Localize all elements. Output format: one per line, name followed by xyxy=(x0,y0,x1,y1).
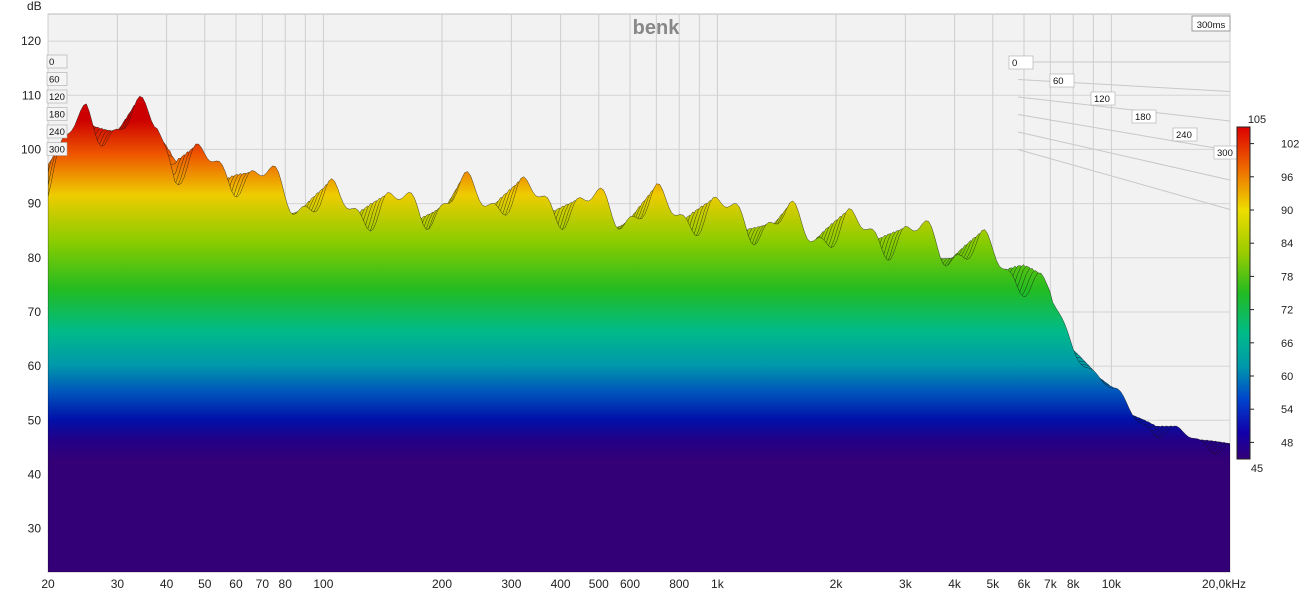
svg-text:60: 60 xyxy=(49,75,60,86)
x-tick-label: 10k xyxy=(1102,577,1122,591)
y-axis-ticks: 30 40 50 60 70 80 90 100 110 120 xyxy=(21,34,41,536)
x-tick-label: 5k xyxy=(986,577,1000,591)
colorbar-tick-label: 48 xyxy=(1281,437,1293,449)
time-label-right: 180 xyxy=(1131,109,1157,124)
time-grid-line xyxy=(1017,131,1231,181)
x-tick-label: 7k xyxy=(1044,577,1058,591)
y-tick-label: 60 xyxy=(28,359,42,373)
time-axis-labels: 0 0 60 60 120 120 180 180 240 240 300 300 xyxy=(46,54,1239,160)
svg-text:0: 0 xyxy=(49,57,54,68)
time-label-right: 0 xyxy=(1008,55,1034,70)
y-tick-label: 70 xyxy=(28,305,42,319)
x-tick-label: 3k xyxy=(899,577,913,591)
x-tick-label: 2k xyxy=(830,577,844,591)
x-tick-label: 50 xyxy=(198,577,212,591)
time-grid-line xyxy=(1017,149,1231,210)
x-tick-label: 400 xyxy=(551,577,571,591)
y-tick-label: 50 xyxy=(28,413,42,427)
x-tick-label: 70 xyxy=(256,577,270,591)
colorbar-min-label: 45 xyxy=(1251,463,1263,475)
svg-text:300: 300 xyxy=(49,145,65,156)
x-tick-label: 100 xyxy=(313,577,333,591)
time-label-left: 300 xyxy=(46,142,68,156)
svg-text:120: 120 xyxy=(1094,94,1110,105)
perspective-lines xyxy=(1017,61,1231,210)
colorbar-gradient xyxy=(1236,126,1251,460)
colorbar-tick-label: 66 xyxy=(1281,338,1293,350)
time-label-right: 120 xyxy=(1090,91,1116,106)
x-tick-label: 1k xyxy=(711,577,725,591)
svg-text:300: 300 xyxy=(1217,148,1233,159)
time-window-badge: 300ms xyxy=(1191,15,1231,32)
y-tick-label: 40 xyxy=(28,467,42,481)
chart-title: benk xyxy=(633,17,681,39)
x-tick-label: 20,0kHz xyxy=(1202,577,1246,591)
colorbar-tick-label: 84 xyxy=(1281,238,1293,250)
time-label-left: 120 xyxy=(46,89,68,104)
x-tick-label: 600 xyxy=(620,577,640,591)
x-axis-ticks: 20 30 40 50 60 70 80 100 200 300 400 500 600 800 1k 2k 3… xyxy=(41,577,1246,591)
x-tick-label: 40 xyxy=(160,577,174,591)
x-tick-label: 200 xyxy=(432,577,452,591)
colorbar-tick-label: 90 xyxy=(1281,205,1293,217)
colorbar: 105 45 102 96 90 84 78 72 66 60 54 48 xyxy=(1236,114,1299,475)
waterfall-slice xyxy=(48,96,1230,572)
colorbar-tick-label: 96 xyxy=(1281,172,1293,184)
time-grid-line xyxy=(1017,114,1231,151)
y-tick-label: 110 xyxy=(22,88,41,102)
time-label-left: 60 xyxy=(46,72,68,86)
time-window-label: 300ms xyxy=(1197,20,1226,31)
time-label-right: 60 xyxy=(1049,73,1075,88)
svg-text:120: 120 xyxy=(49,92,65,103)
x-tick-label: 60 xyxy=(229,577,243,591)
y-tick-label: 80 xyxy=(28,251,42,265)
x-tick-label: 30 xyxy=(111,577,125,591)
time-label-right: 300 xyxy=(1213,145,1239,160)
svg-text:240: 240 xyxy=(49,127,65,138)
x-tick-label: 4k xyxy=(948,577,962,591)
x-tick-label: 6k xyxy=(1018,577,1032,591)
x-tick-label: 80 xyxy=(279,577,293,591)
colorbar-max-label: 105 xyxy=(1248,114,1266,126)
time-label-right: 240 xyxy=(1172,127,1198,142)
svg-text:60: 60 xyxy=(1053,76,1064,87)
x-tick-label: 800 xyxy=(669,577,689,591)
y-axis-label: dB xyxy=(27,0,42,13)
time-label-left: 180 xyxy=(46,107,68,121)
x-tick-label: 300 xyxy=(501,577,521,591)
svg-text:0: 0 xyxy=(1012,58,1017,69)
x-tick-label: 8k xyxy=(1067,577,1081,591)
x-tick-label: 20 xyxy=(41,577,55,591)
colorbar-tick-label: 102 xyxy=(1281,139,1299,151)
time-label-left: 0 xyxy=(46,54,68,69)
y-tick-label: 100 xyxy=(21,142,41,156)
y-tick-label: 120 xyxy=(21,34,41,48)
svg-text:180: 180 xyxy=(1135,112,1151,123)
colorbar-tick-label: 72 xyxy=(1281,305,1293,317)
colorbar-tick-label: 54 xyxy=(1281,404,1293,416)
x-tick-label: 500 xyxy=(589,577,609,591)
y-tick-label: 90 xyxy=(28,197,42,211)
colorbar-tick-label: 78 xyxy=(1281,271,1293,283)
y-tick-label: 30 xyxy=(28,522,42,536)
time-grid-line xyxy=(1017,96,1231,122)
colorbar-tick-label: 60 xyxy=(1281,371,1293,383)
waterfall-surface xyxy=(48,96,1230,572)
svg-text:240: 240 xyxy=(1176,130,1192,141)
svg-text:180: 180 xyxy=(49,110,65,121)
time-label-left: 240 xyxy=(46,124,68,139)
